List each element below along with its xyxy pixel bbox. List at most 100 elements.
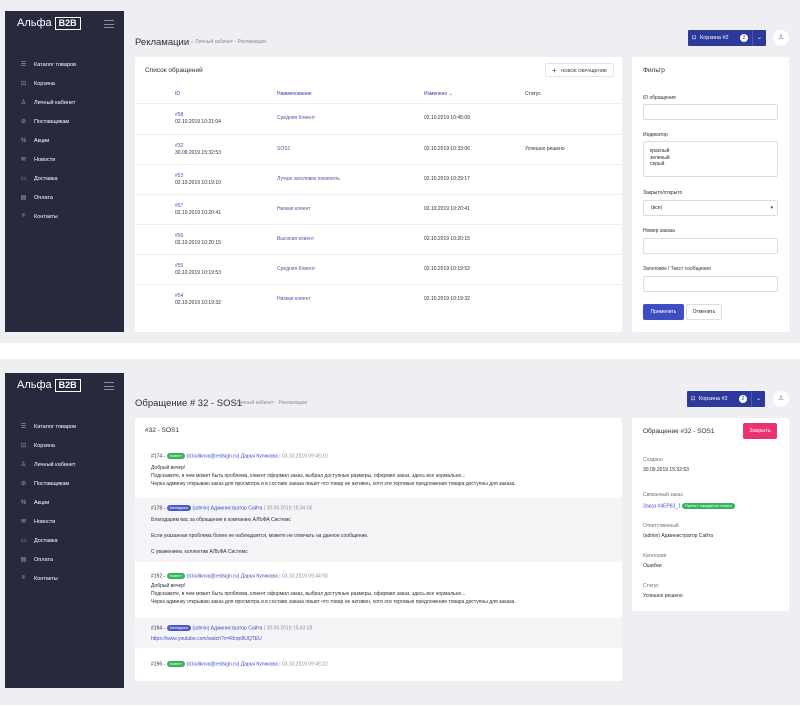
filter-subject-input[interactable]: [643, 276, 778, 292]
menu-toggle-icon[interactable]: [104, 20, 114, 28]
message: #196 - Клиент (d.kulikova@redsign.ru) Да…: [151, 661, 328, 668]
author-email[interactable]: (d.kulikova@redsign.ru): [186, 573, 240, 580]
table-row[interactable]: #55 02.10.2019 10:19:53 Средняя Клиент 0…: [135, 254, 622, 284]
row-name-link[interactable]: Лучше заголовок поменять: [277, 176, 340, 182]
row-name-link[interactable]: Низкая клиент: [277, 206, 311, 212]
row-id-link[interactable]: #53: [175, 173, 184, 179]
author-name[interactable]: Дарья Куликова: [240, 661, 278, 668]
row-name-link[interactable]: SOS1: [277, 146, 291, 152]
breadcrumb[interactable]: ⌂ Личный кабинет - Рекламации: [232, 400, 307, 406]
logo[interactable]: Альфа B2B: [17, 17, 81, 30]
filter-closed-select[interactable]: (все) ▾: [643, 200, 778, 216]
video-link[interactable]: https://www.youtube.com/watch?v=RIrqn8UQ…: [151, 636, 262, 642]
col-header-changed[interactable]: Изменено ⌄: [424, 91, 453, 97]
cancel-button[interactable]: Отменить: [686, 304, 722, 320]
sidebar-item-payment[interactable]: ▤ Оплата: [20, 556, 53, 564]
page-title: Обращение # 32 - SOS1: [135, 398, 243, 409]
sidebar-item-suppliers[interactable]: ⊘ Поставщикам: [20, 118, 70, 126]
row-id-link[interactable]: #54: [175, 293, 184, 299]
sidebar-item-catalog[interactable]: ☰ Каталог товаров: [20, 423, 76, 431]
row-name-link[interactable]: Низкая клиент: [277, 296, 311, 302]
author-email[interactable]: (admin): [192, 505, 210, 512]
table-row[interactable]: #53 02.10.2019 10:19:10 Лучше заголовок …: [135, 164, 622, 194]
table-row[interactable]: #57 02.10.2019 10:20:41 Низкая клиент 02…: [135, 194, 622, 224]
filter-id-input[interactable]: [643, 104, 778, 120]
sidebar-item-contacts[interactable]: ⌾ Контакты: [5, 569, 124, 588]
cart-button[interactable]: ⊡ Корзина #2 2 ⌄: [687, 391, 765, 407]
breadcrumb[interactable]: ⌂ Личный кабинет - Рекламации: [191, 39, 266, 45]
sidebar-item-catalog[interactable]: ☰ Каталог товаров: [20, 61, 76, 69]
row-name-link[interactable]: Средняя Клиент: [277, 115, 316, 121]
sidebar-item-account[interactable]: ♙ Личный кабинет: [20, 461, 76, 469]
close-complaint-button[interactable]: Закрыть: [743, 423, 777, 439]
row-id-link[interactable]: #32: [175, 143, 184, 149]
row-name-link[interactable]: Высокая клиент: [277, 236, 315, 242]
order-link[interactable]: Заказ #4ЕР83_1: [643, 503, 681, 510]
sidebar-item-news[interactable]: ✉ Новости: [20, 518, 56, 526]
user-avatar-icon[interactable]: ♙: [773, 30, 789, 46]
row-id-link[interactable]: #58: [175, 112, 184, 118]
table-row[interactable]: #58 02.10.2019 10:21:04 Средняя Клиент 0…: [135, 103, 622, 133]
table-row[interactable]: #56 02.10.2019 10:20:15 Высокая клиент 0…: [135, 224, 622, 254]
sidebar-item-contacts[interactable]: ⌾ Контакты: [5, 207, 124, 226]
user-avatar-icon[interactable]: ♙: [773, 391, 789, 407]
new-complaint-button[interactable]: + НОВОЕ ОБРАЩЕНИЕ: [545, 63, 614, 77]
row-id-link[interactable]: #57: [175, 203, 184, 209]
indicator-option[interactable]: зеленый: [650, 154, 670, 161]
user-icon: ♙: [20, 462, 27, 468]
author-email[interactable]: (d.kulikova@redsign.ru): [186, 453, 240, 460]
sidebar: Альфа B2B ☰ Каталог товаров ⊡ Корзина ♙ Личн…: [5, 11, 124, 332]
row-changed: 02.10.2019 10:19:53: [424, 266, 470, 272]
truck-icon: ▭: [20, 538, 27, 544]
sidebar-item-cart[interactable]: ⊡ Корзина: [20, 442, 55, 450]
table-row[interactable]: #54 02.10.2019 10:19:32 Низкая клиент 02…: [135, 284, 622, 314]
row-changed: 02.10.2019 10:19:32: [424, 296, 470, 302]
author-email[interactable]: (d.kulikova@redsign.ru): [186, 661, 240, 668]
row-status: Успешно решено: [525, 146, 565, 152]
logo[interactable]: Альфа B2B: [17, 379, 81, 392]
sidebar-item-account[interactable]: ♙ Личный кабинет: [20, 99, 76, 107]
sidebar-item-promos[interactable]: % Акции: [20, 137, 50, 144]
cart-count-badge: 2: [740, 34, 748, 42]
menu-toggle-icon[interactable]: [104, 382, 114, 390]
sidebar-item-delivery[interactable]: ▭ Доставка: [20, 537, 58, 545]
sidebar-item-delivery[interactable]: ▭ Доставка: [20, 175, 58, 183]
filter-indicator-list[interactable]: красный зеленый серый: [643, 141, 778, 177]
chevron-down-icon[interactable]: ⌄: [751, 391, 765, 407]
details-title: Обращение #32 - SOS1: [643, 428, 715, 435]
row-created: 02.10.2019 10:21:04: [175, 119, 221, 125]
apply-button[interactable]: Применить: [643, 304, 684, 320]
cart-button[interactable]: ⊡ Корзина #2 2 ⌄: [688, 30, 766, 46]
author-name[interactable]: Дарья Куликова: [240, 453, 278, 460]
author-email[interactable]: (admin): [192, 625, 210, 632]
author-name[interactable]: Администратор Сайта: [210, 625, 263, 632]
sidebar-item-suppliers[interactable]: ⊘ Поставщикам: [20, 480, 70, 488]
chevron-down-icon[interactable]: ⌄: [752, 30, 766, 46]
client-tag: Клиент: [166, 573, 186, 579]
message: #174 - Клиент (d.kulikova@redsign.ru) Да…: [151, 453, 516, 487]
suppliers-icon: ⊘: [20, 119, 27, 125]
home-icon[interactable]: ⌂: [191, 39, 195, 45]
sidebar-item-cart[interactable]: ⊡ Корзина: [20, 80, 55, 88]
indicator-option[interactable]: серый: [650, 161, 665, 167]
message: #194 - Менеджер (admin) Администратор Са…: [135, 618, 622, 648]
row-changed: 02.10.2019 10:29:17: [424, 176, 470, 182]
col-header-id[interactable]: ID: [175, 91, 180, 97]
sidebar-item-payment[interactable]: ▤ Оплата: [20, 194, 53, 202]
col-header-name[interactable]: Наименование: [277, 91, 312, 97]
row-id-link[interactable]: #55: [175, 263, 184, 269]
manager-tag: Менеджер: [166, 505, 191, 511]
row-name-link[interactable]: Средняя Клиент: [277, 266, 316, 272]
filter-order-input[interactable]: [643, 238, 778, 254]
table-row[interactable]: #32 30.09.2019 15:32:53 SOS1 02.10.2019 …: [135, 134, 622, 164]
screen-complaint-detail: Альфа B2B ☰ Каталог товаров ⊡ Корзина ♙ Личн…: [0, 362, 800, 705]
sidebar-item-news[interactable]: ✉ Новости: [20, 156, 56, 164]
cart-icon: ⊡: [691, 35, 697, 41]
plus-icon: +: [552, 65, 557, 75]
author-name[interactable]: Дарья Куликова: [240, 573, 278, 580]
home-icon[interactable]: ⌂: [232, 400, 236, 406]
sidebar-item-promos[interactable]: % Акции: [20, 499, 50, 506]
indicator-option[interactable]: красный: [650, 148, 670, 154]
row-id-link[interactable]: #56: [175, 233, 184, 239]
author-name[interactable]: Администратор Сайта: [210, 505, 263, 512]
